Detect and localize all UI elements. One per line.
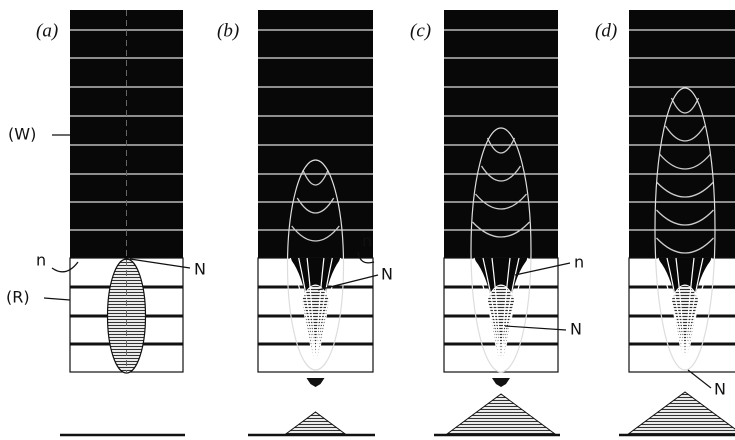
arrow <box>492 378 510 387</box>
layer-curve <box>472 221 530 238</box>
layer-curve <box>664 125 706 142</box>
flow-line <box>657 257 713 371</box>
crystal-region <box>444 10 558 258</box>
annotation: (R) <box>6 288 30 307</box>
leader <box>504 325 567 331</box>
layer-curve <box>291 225 340 242</box>
layer-curve <box>486 137 516 154</box>
annotation: N <box>714 380 726 399</box>
arrow <box>306 378 325 387</box>
mound <box>626 391 735 435</box>
leader <box>687 369 712 389</box>
outline <box>470 127 532 373</box>
layer-curve <box>296 197 335 214</box>
layer-curve <box>670 97 700 114</box>
leader <box>51 261 79 273</box>
annotation: N <box>570 320 582 339</box>
flow-line <box>473 257 529 373</box>
layer-curve <box>656 209 714 226</box>
annotation: N <box>381 265 393 284</box>
layer-curve <box>656 181 714 198</box>
layer-curve <box>480 165 522 182</box>
annotation: n <box>36 251 46 270</box>
annotation: (W) <box>8 125 36 144</box>
crystal-region <box>258 10 373 258</box>
outline <box>654 87 716 371</box>
crystal-region <box>629 10 735 258</box>
mound <box>445 393 557 435</box>
leader <box>357 251 375 264</box>
annotation: n <box>574 253 584 272</box>
flow-line <box>289 257 342 371</box>
panel-label: (d) <box>595 20 617 41</box>
leader <box>317 274 379 291</box>
annotation: N <box>194 260 206 279</box>
annotation: n <box>362 232 372 251</box>
layer-curve <box>659 153 711 170</box>
layer-curve <box>475 193 527 210</box>
layer-curve <box>302 169 329 186</box>
outline <box>286 159 345 371</box>
panel-label: (c) <box>410 20 431 41</box>
panel-label: (a) <box>36 20 58 41</box>
panels <box>60 10 735 437</box>
leader <box>129 258 191 269</box>
leader <box>43 297 71 301</box>
leader <box>514 262 571 276</box>
panel-label: (b) <box>217 20 239 41</box>
layer-curve <box>656 237 714 254</box>
mound <box>284 411 347 435</box>
